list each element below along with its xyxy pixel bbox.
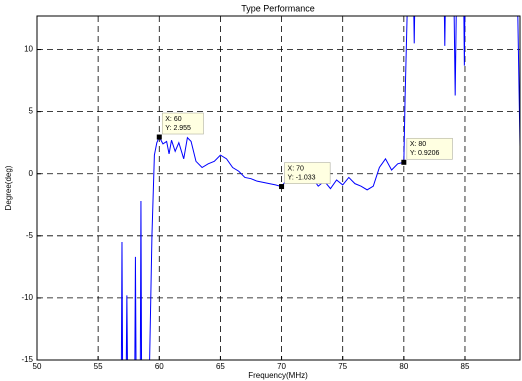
datatip-marker (401, 159, 407, 165)
grid (36, 16, 520, 361)
x-tick-label: 60 (155, 362, 164, 371)
y-tick-label: 0 (29, 169, 34, 178)
y-tick-label: -10 (21, 293, 33, 302)
lines (120, 16, 520, 360)
datatip-x: X: 80 (410, 141, 426, 148)
datatip-marker (156, 134, 162, 140)
line-series (120, 16, 520, 360)
datatip-y: Y: 0.9206 (410, 150, 440, 157)
y-tick-label: 10 (24, 45, 33, 54)
x-tick-label: 75 (338, 362, 347, 371)
datatip-x: X: 60 (165, 116, 181, 123)
y-axis-label: Degree(deg) (4, 165, 13, 210)
x-tick-label: 70 (277, 362, 286, 371)
datatip-box (161, 112, 204, 135)
y-tick-label: -5 (26, 231, 34, 240)
datatip-y: Y: 2.955 (165, 125, 191, 132)
x-tick-label: 80 (399, 362, 408, 371)
x-axis-label: Frequency(MHz) (248, 371, 308, 380)
y-tick-label: 5 (29, 107, 34, 116)
y-tick-label: -15 (21, 355, 33, 364)
datatip-box (406, 137, 453, 160)
x-tick-label: 85 (461, 362, 470, 371)
plot-area (37, 16, 520, 360)
datatip-y: Y: -1.033 (288, 174, 316, 181)
x-tick-label: 65 (216, 362, 225, 371)
x-tick-label: 50 (33, 362, 42, 371)
axes-frame (36, 15, 521, 361)
x-tick-label: 55 (94, 362, 103, 371)
datatip-x: X: 70 (288, 165, 304, 172)
chart-title: Type Performance (241, 3, 315, 13)
datatips: X: 60 Y: 2.955 X: 70 Y: -1.033 X: 80 Y: 0.920… (156, 112, 453, 190)
datatip-box (284, 162, 331, 184)
datatip-marker (279, 184, 285, 190)
